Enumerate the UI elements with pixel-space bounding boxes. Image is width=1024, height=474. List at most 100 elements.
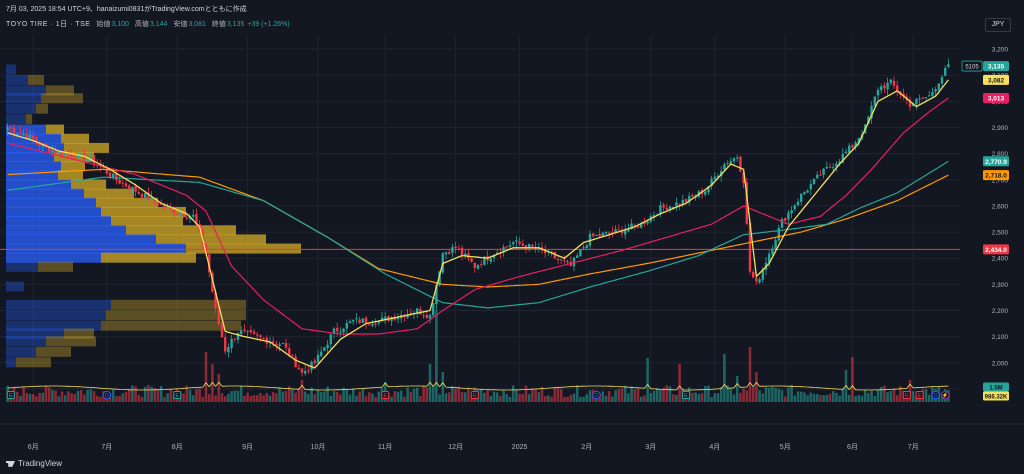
candle-body: [227, 347, 230, 353]
candle-body: [403, 315, 406, 318]
volume-bar: [329, 395, 333, 402]
event-marker-label: E: [383, 393, 387, 399]
volume-bar: [655, 387, 659, 402]
candle-body: [601, 232, 605, 236]
volume-bar: [614, 390, 617, 402]
volume-bar: [524, 385, 528, 402]
volume-bar: [697, 394, 701, 402]
volume-bar: [643, 395, 646, 402]
candle-body: [252, 331, 256, 334]
candle-body: [393, 316, 397, 320]
time-axis-tick: 4月: [709, 443, 720, 451]
candle-body: [457, 248, 461, 250]
price-axis-badge: [983, 156, 1009, 167]
volume-profile-sell: [71, 179, 106, 190]
volume-bar: [521, 394, 525, 402]
volume-profile-buy: [6, 206, 101, 217]
candle-body: [806, 190, 809, 193]
candle-body: [195, 213, 198, 225]
volume-bar: [585, 394, 589, 402]
candle-body: [89, 155, 93, 158]
candle-body: [435, 285, 438, 304]
volume-bar: [675, 394, 678, 402]
volume-bar: [403, 396, 406, 402]
currency-button[interactable]: JPY: [985, 18, 1011, 32]
candle-body: [873, 96, 877, 107]
volume-bar: [668, 386, 672, 402]
candle-body: [268, 342, 272, 344]
volume-axis-badge-label: 986.32K: [985, 394, 1008, 400]
candle-body: [943, 67, 947, 76]
price-axis-tick: 2,700: [992, 177, 1009, 184]
event-marker-label: E: [918, 393, 922, 399]
event-markers[interactable]: E D E E E D E E E D ⚡: [6, 390, 950, 400]
volume-bar: [99, 396, 102, 402]
volume-bar: [505, 394, 509, 402]
candle-body: [297, 367, 301, 370]
earnings-marker: [381, 391, 390, 399]
candle-body: [25, 133, 29, 139]
volume-bar: [335, 391, 339, 402]
symbol-info-bar: TOYO TIRE · 1日 · TSE 始値3,100 高値3,144 安値3…: [6, 19, 290, 29]
volume-profile-sell: [36, 346, 71, 357]
volume-bar: [451, 386, 454, 402]
candle-body: [275, 343, 278, 345]
volume-bar: [182, 393, 185, 402]
open-label: 始値: [96, 21, 111, 28]
volume-bar: [841, 388, 845, 402]
candle-body: [585, 245, 589, 249]
candle-body: [243, 329, 246, 331]
volume-bar: [588, 390, 592, 402]
candle-body: [86, 158, 89, 162]
earnings-marker: [902, 391, 911, 399]
candle-body: [543, 250, 547, 254]
volume-bar: [857, 395, 861, 402]
dividend-marker: [940, 390, 950, 400]
candle-body: [60, 151, 64, 156]
volume-bar: [115, 395, 118, 402]
event-marker-label: E: [9, 393, 13, 399]
volume-profile-buy: [6, 152, 54, 163]
volume-bar: [924, 389, 928, 402]
candle-body: [886, 82, 889, 90]
time-axis-tick: 7月: [101, 443, 112, 451]
volume-profile-sell: [101, 320, 241, 331]
candle-body: [323, 347, 326, 352]
candle-body: [940, 76, 944, 84]
volume-bar: [25, 392, 29, 402]
price-axis-badge: [983, 170, 1009, 181]
volume-bar: [726, 385, 729, 402]
time-axis[interactable]: 6月 7月 8月 9月 10月 11月 12月 2025 2月 3月 4月 5月 6月 7月: [0, 423, 1024, 451]
volume-bar: [371, 393, 374, 402]
volume-bar: [825, 394, 829, 402]
candle-body: [623, 230, 627, 235]
price-axis-tick: 2,200: [992, 308, 1009, 315]
candle-body: [595, 234, 598, 236]
price-axis-badge: [983, 92, 1009, 103]
volume-bar: [63, 395, 67, 402]
price-axis[interactable]: 3,2003,1003,0002,9002,8002,7002,6002,500…: [961, 47, 1009, 401]
candle-body: [207, 254, 211, 273]
time-axis-tick: 6月: [847, 443, 858, 451]
candle-body: [627, 228, 630, 232]
volume-bar: [307, 393, 310, 402]
volume-bar: [262, 395, 265, 402]
volume-bar: [646, 358, 649, 402]
volume-bar: [819, 395, 822, 402]
candle-body: [508, 245, 512, 247]
candle-body: [374, 323, 377, 325]
candle-body: [646, 221, 649, 224]
symbol-title[interactable]: TOYO TIRE · 1日 · TSE: [6, 21, 91, 28]
volume-bar: [630, 386, 633, 402]
volume-bar: [710, 396, 713, 402]
volume-bar: [265, 393, 269, 402]
volume-bar: [291, 388, 294, 402]
brand-name: TradingView: [18, 459, 63, 468]
price-axis-badge: [983, 244, 1009, 255]
event-marker-label: D: [594, 393, 598, 399]
candle-body: [121, 182, 125, 184]
volume-profile-sell: [54, 152, 94, 163]
candle-body: [287, 348, 291, 356]
candle-body: [108, 172, 112, 177]
